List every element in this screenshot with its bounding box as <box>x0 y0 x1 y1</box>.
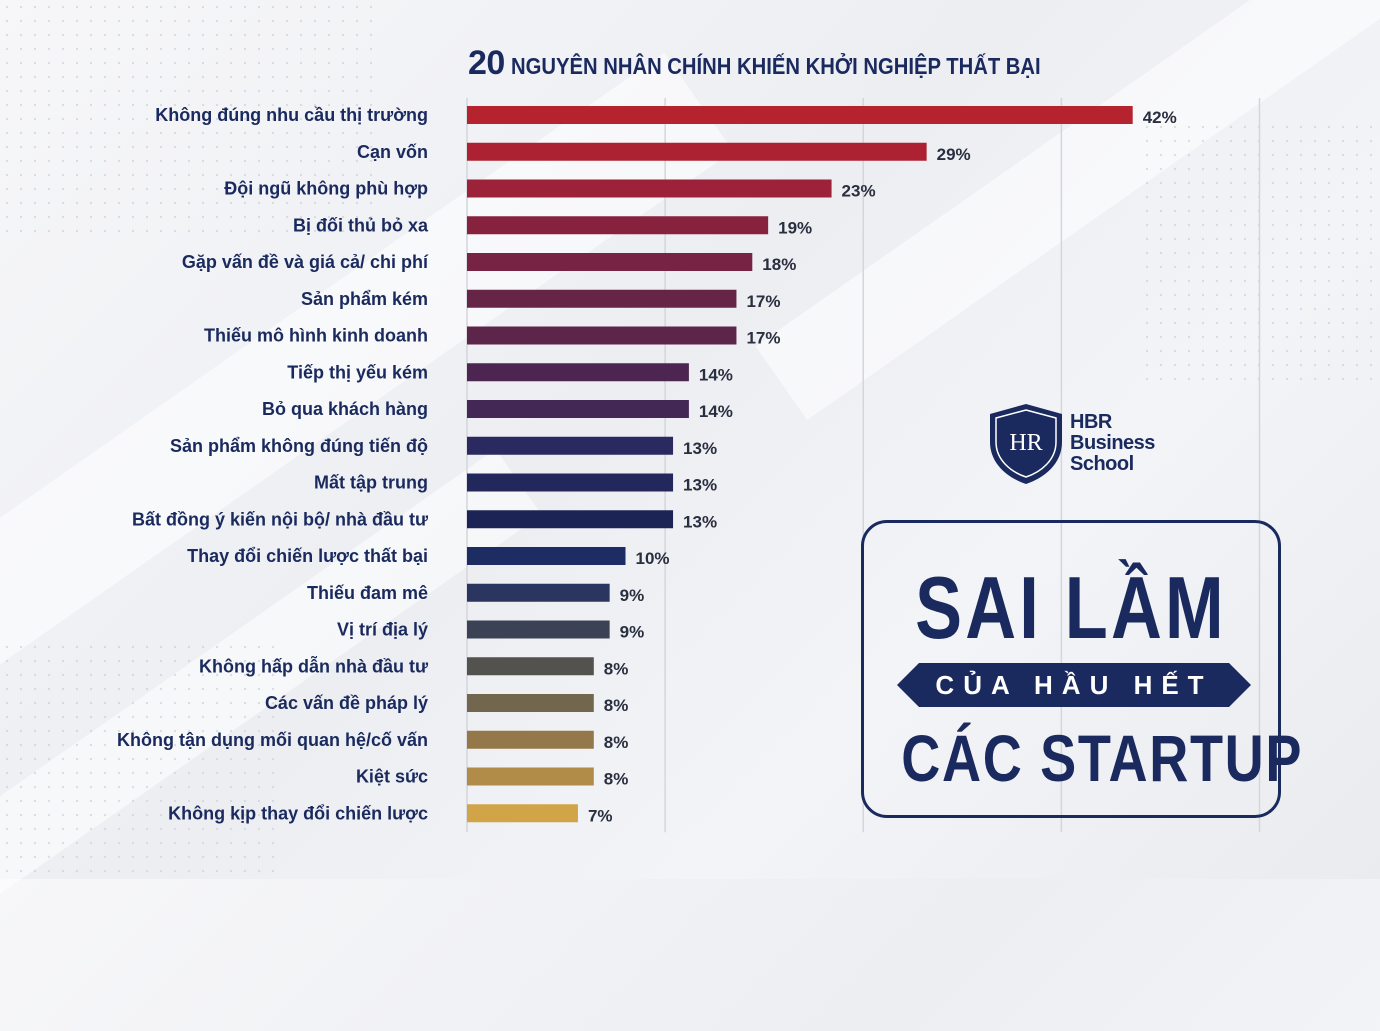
logo-text-line3: School <box>1070 453 1134 475</box>
value-label: 8% <box>604 696 629 715</box>
category-label: Không kịp thay đổi chiến lược <box>168 803 428 823</box>
poster-line1: SAI LẦM <box>915 558 1227 657</box>
background-dots <box>0 640 280 879</box>
category-label: Đội ngũ không phù hợp <box>224 179 428 199</box>
value-label: 10% <box>636 549 670 568</box>
bar <box>467 620 610 639</box>
value-label: 8% <box>604 733 629 752</box>
bar <box>467 583 610 602</box>
value-label: 13% <box>683 476 717 495</box>
logo-text-line2: Business <box>1070 432 1155 454</box>
bar <box>467 363 689 382</box>
value-label: 13% <box>683 512 717 531</box>
bar <box>467 436 674 455</box>
bar <box>467 657 594 676</box>
value-label: 13% <box>683 439 717 458</box>
value-label: 9% <box>620 623 645 642</box>
bar <box>467 767 594 786</box>
bar <box>467 400 689 418</box>
bar <box>467 216 769 235</box>
category-label: Bỏ qua khách hàng <box>262 399 428 419</box>
value-label: 14% <box>699 365 733 384</box>
chart-title-number: 20 <box>468 44 505 82</box>
bar-chart: Không đúng nhu cầu thị trường 42% Cạn vốn 2… <box>117 98 1261 833</box>
poster-line2: CỦA HẦU HẾT <box>935 670 1213 700</box>
category-label: Sản phẩm kém <box>301 289 428 309</box>
background-dots <box>0 0 380 240</box>
category-label: Bất đồng ý kiến nội bộ/ nhà đầu tư <box>132 509 429 529</box>
shield-icon: HR <box>990 404 1062 484</box>
value-label: 17% <box>746 329 780 348</box>
ribbon-shape <box>897 663 1251 707</box>
logo-text-line1: HBR <box>1070 411 1112 433</box>
bar <box>467 473 674 492</box>
category-label: Gặp vấn đề và giá cả/ chi phí <box>182 252 429 272</box>
bar <box>467 289 737 308</box>
category-label: Thay đổi chiến lược thất bại <box>187 546 428 566</box>
category-label: Các vấn đề pháp lý <box>265 693 428 713</box>
category-label: Tiếp thị yếu kém <box>287 362 428 382</box>
category-label: Cạn vốn <box>357 142 428 162</box>
bar <box>467 694 594 712</box>
value-label: 18% <box>762 255 796 274</box>
bar <box>467 547 626 565</box>
logo-text: HBR Business School <box>1070 412 1155 475</box>
category-label: Bị đối thủ bỏ xa <box>293 215 429 235</box>
logo-monogram: HR <box>1009 430 1042 456</box>
bar <box>467 510 674 529</box>
value-label: 8% <box>604 659 629 678</box>
bar <box>467 804 578 823</box>
chart-title-text: NGUYÊN NHÂN CHÍNH KHIẾN KHỞI NGHIỆP THẤT… <box>510 53 1041 79</box>
value-label: 19% <box>778 218 812 237</box>
value-label: 29% <box>937 145 971 164</box>
value-label: 14% <box>699 402 733 421</box>
category-label: Không đúng nhu cầu thị trường <box>155 105 428 125</box>
bar-layer <box>467 106 1133 823</box>
bar <box>467 106 1133 124</box>
bar <box>467 179 832 198</box>
value-label: 42% <box>1143 108 1177 127</box>
poster-ribbon: CỦA HẦU HẾT <box>897 663 1251 707</box>
category-label: Mất tập trung <box>314 473 428 493</box>
category-label: Thiếu mô hình kinh doanh <box>204 326 428 346</box>
category-label: Sản phẩm không đúng tiến độ <box>170 436 428 456</box>
category-label: Không tận dụng mối quan hệ/cố vấn <box>117 730 428 750</box>
value-label: 23% <box>842 182 876 201</box>
category-label: Không hấp dẫn nhà đầu tư <box>199 655 429 676</box>
value-label: 8% <box>604 770 629 789</box>
chart-title: 20 NGUYÊN NHÂN CHÍNH KHIẾN KHỞI NGHIỆP TH… <box>468 44 1168 88</box>
bar <box>467 326 737 345</box>
poster-box: SAI LẦM CỦA HẦU HẾT CÁC STARTUP <box>861 520 1304 818</box>
bar <box>467 142 927 161</box>
bar <box>467 253 753 271</box>
label-layer: Không đúng nhu cầu thị trường 42% Cạn vốn 2… <box>117 105 1177 825</box>
value-label: 9% <box>620 586 645 605</box>
bar <box>467 730 594 749</box>
category-label: Kiệt sức <box>356 767 428 787</box>
category-label: Thiếu đam mê <box>307 583 428 603</box>
value-label: 7% <box>588 806 613 825</box>
value-label: 17% <box>746 292 780 311</box>
poster-line3: CÁC STARTUP <box>901 721 1304 795</box>
hbr-logo: HR HBR Business School <box>986 402 1186 486</box>
category-label: Vị trí địa lý <box>337 620 428 640</box>
